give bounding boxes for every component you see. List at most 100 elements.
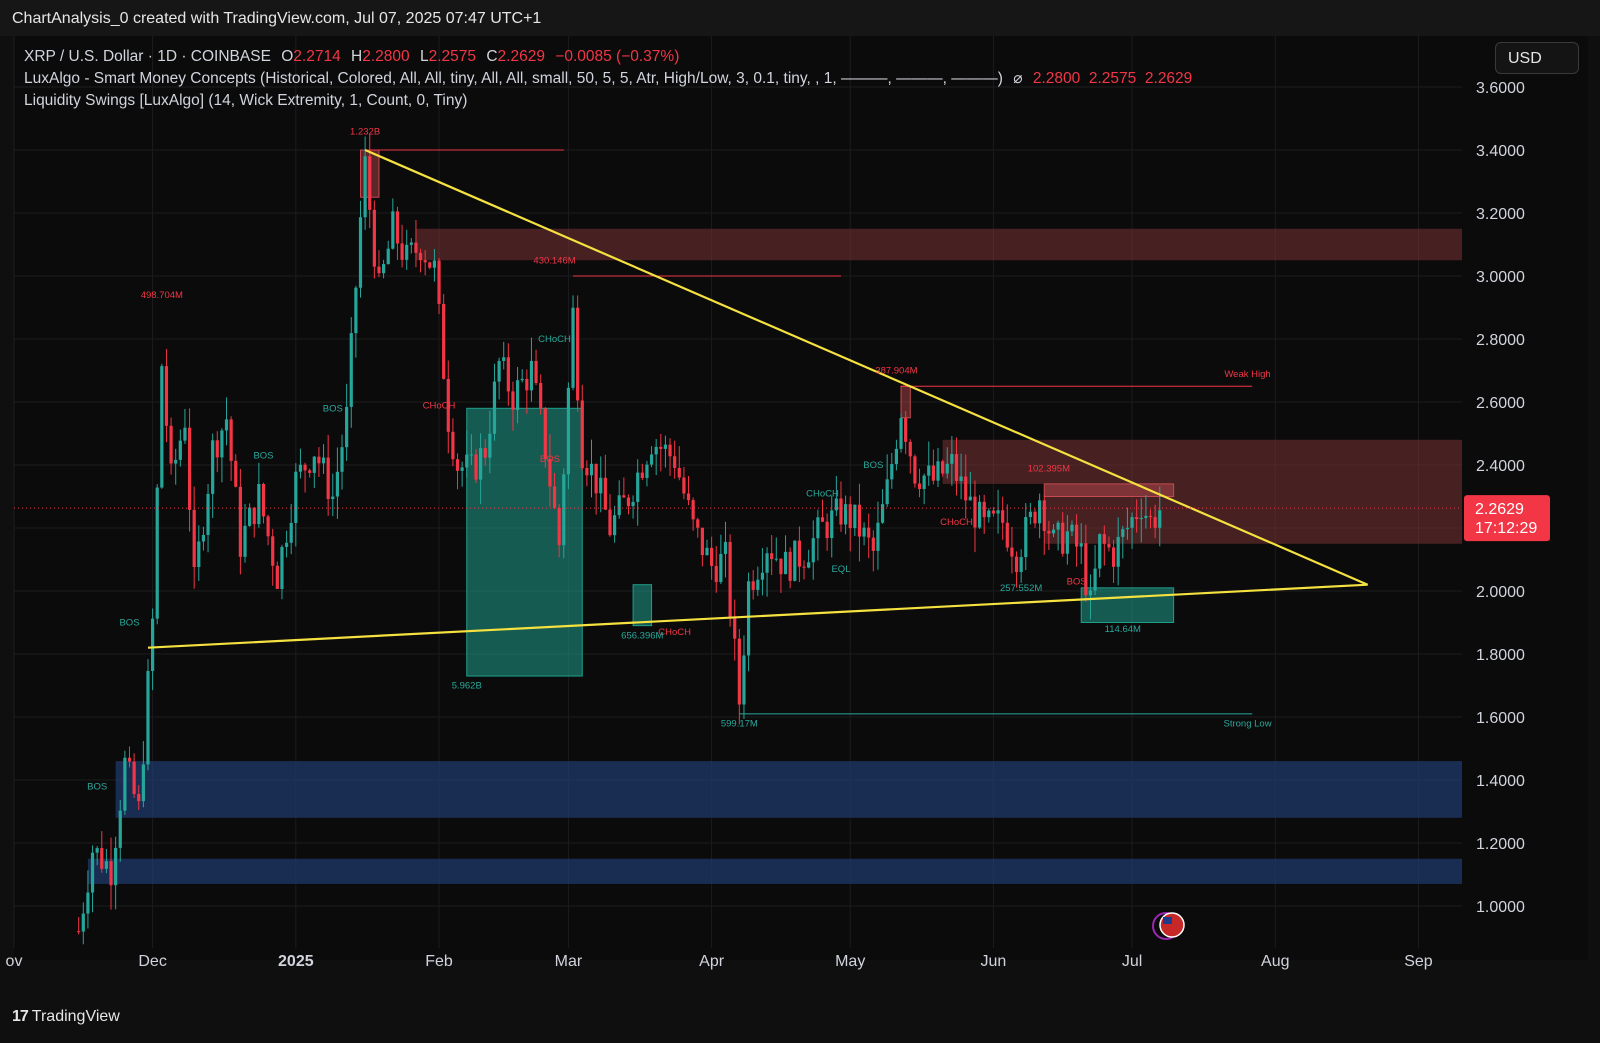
candle-body	[206, 493, 210, 535]
annotation-label: CHoCH	[538, 334, 571, 345]
candle-body	[104, 861, 108, 869]
candle-body	[1079, 543, 1083, 547]
ohlc-low-label: L	[419, 48, 429, 65]
economic-event-icon[interactable]	[1152, 912, 1185, 940]
candle-body	[197, 541, 201, 567]
candle-body	[178, 440, 182, 460]
candle-body	[991, 510, 996, 514]
candle-body	[169, 425, 173, 464]
candle-body	[137, 793, 141, 802]
candle-body	[1107, 543, 1111, 548]
candle-body	[539, 382, 543, 409]
candle-body	[127, 757, 132, 762]
y-axis-tick-label: 3.0000	[1476, 269, 1525, 286]
y-axis-tick-label: 3.6000	[1476, 80, 1525, 97]
candle-body	[1005, 522, 1009, 548]
candle-body	[760, 572, 765, 580]
candle-body	[663, 444, 668, 449]
ohlc-high: 2.2800	[362, 48, 410, 65]
candle-body	[936, 461, 940, 481]
legend-indicator-liquidity[interactable]: Liquidity Swings [LuxAlgo] (14, Wick Ext…	[24, 90, 1192, 112]
ohlc-open: 2.2714	[293, 48, 341, 65]
candle-body	[345, 406, 349, 448]
candle-body	[1139, 517, 1143, 520]
candle-body	[261, 483, 266, 517]
candle-body	[566, 387, 570, 475]
candle-body	[710, 547, 714, 566]
annotation-label: CHoCH	[658, 627, 691, 638]
candle-body	[931, 465, 935, 481]
candle-body	[492, 381, 497, 434]
candle-body	[479, 448, 483, 480]
annotation-label: 656.396M	[621, 630, 663, 641]
annotation-label: 599.17M	[721, 718, 758, 729]
candle-body	[636, 472, 640, 502]
candle-body	[215, 440, 219, 458]
candle-body	[682, 477, 686, 494]
candle-body	[705, 547, 709, 556]
candle-body	[164, 366, 169, 426]
price-label-countdown: 17:12:29	[1475, 520, 1537, 537]
snapshot-title: ChartAnalysis_0 created with TradingView…	[12, 10, 542, 27]
candle-body	[1144, 515, 1148, 518]
candle-body	[1098, 534, 1102, 569]
candle-body	[382, 264, 386, 274]
annotation-label: 387.904M	[875, 366, 917, 377]
liquidity-box	[1043, 483, 1175, 497]
candle-body	[183, 427, 187, 441]
candle-body	[358, 217, 363, 288]
x-axis-tick-label: Apr	[699, 953, 725, 970]
candle-body	[141, 764, 145, 802]
candle-body	[1116, 536, 1120, 567]
candle-body	[922, 475, 926, 489]
x-axis-tick-label: Feb	[425, 953, 453, 970]
candle-body	[1051, 529, 1056, 534]
candle-body	[229, 419, 233, 461]
tradingview-logo-icon: 17	[12, 1008, 29, 1025]
annotation-label: BOS	[87, 781, 107, 792]
demand-zone	[115, 761, 1462, 818]
candle-body	[802, 566, 806, 568]
candle-body	[243, 525, 247, 557]
candle-body	[400, 243, 404, 260]
candle-body	[428, 262, 432, 268]
candle-body	[234, 460, 238, 487]
ohlc-open-label: O	[281, 48, 294, 65]
legend-indicator-smc[interactable]: LuxAlgo - Smart Money Concepts (Historic…	[24, 68, 1192, 90]
indicator-smc-symbol: ⌀	[1013, 70, 1023, 87]
candle-body	[950, 454, 954, 464]
candle-body	[160, 366, 164, 488]
candle-body	[377, 266, 381, 274]
candle-body	[834, 498, 838, 511]
candle-body	[474, 454, 478, 480]
candle-body	[557, 507, 561, 546]
candle-body	[423, 260, 427, 263]
candle-body	[114, 847, 118, 886]
candle-body	[502, 357, 506, 361]
candle-body	[857, 504, 862, 537]
currency-button[interactable]: USD	[1495, 42, 1579, 74]
tradingview-logo[interactable]: 17 TradingView	[12, 1008, 120, 1026]
x-axis-tick-label: Aug	[1261, 953, 1289, 970]
candle-body	[793, 540, 797, 581]
annotation-label: BOS	[1067, 577, 1087, 588]
candle-body	[737, 638, 741, 705]
y-axis-tick-label: 1.6000	[1476, 710, 1525, 727]
candle-body	[871, 537, 875, 551]
candle-body	[844, 504, 848, 525]
x-axis-tick-label: Jul	[1122, 953, 1142, 970]
annotation-label: Strong Low	[1224, 718, 1272, 729]
candle-body	[174, 459, 178, 464]
symbol-name[interactable]: XRP / U.S. Dollar · 1D · COINBASE	[24, 48, 271, 65]
annotation-label: 1.232B	[350, 126, 380, 137]
candle-body	[506, 357, 510, 392]
candle-body	[335, 471, 339, 497]
tradingview-brand: TradingView	[31, 1008, 120, 1025]
indicator-smc-values: 2.2800 2.2575 2.2629	[1032, 70, 1193, 87]
candle-body	[363, 156, 367, 218]
lower-trendline	[147, 583, 1368, 649]
supply-zone	[415, 228, 1463, 261]
candle-body	[224, 419, 229, 431]
candle-body	[1047, 531, 1051, 534]
